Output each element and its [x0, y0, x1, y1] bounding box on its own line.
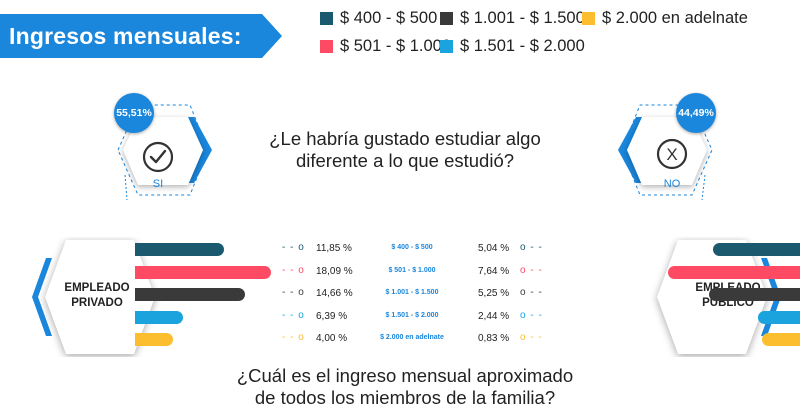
legend-swatch — [320, 12, 333, 25]
no-label: NO — [663, 178, 681, 190]
legend-swatch — [440, 40, 453, 53]
bar-publico — [709, 288, 800, 301]
svg-text:X: X — [666, 145, 677, 164]
category-label: $ 1.001 - $ 1.500 — [385, 289, 439, 296]
legend-item: $ 2.000 en adelnate — [582, 9, 748, 28]
page-title: Ingresos mensuales: — [9, 23, 242, 49]
connector-privado: - - o — [282, 309, 305, 321]
bar-privado — [135, 243, 224, 256]
bar-privado — [135, 310, 183, 324]
category-label: $ 1.501 - $ 2.000 — [385, 311, 439, 319]
legend-item: $ 1.001 - $ 1.500 — [440, 9, 585, 28]
question-2-line-2: de todos los miembros de la familia? — [254, 387, 556, 408]
title-banner — [0, 14, 282, 58]
value-label-privado: 14,66 % — [316, 288, 353, 299]
value-label-privado: 18,09 % — [316, 265, 353, 277]
legend-swatch — [440, 12, 453, 25]
question-2: ¿Cuál es el ingreso mensual aproximado d… — [210, 365, 600, 409]
connector-publico: o - - — [520, 309, 543, 321]
legend-item: $ 501 - $ 1.000 — [320, 37, 451, 56]
value-label-privado: 6,39 % — [316, 310, 348, 322]
connector-publico: o - - — [520, 264, 543, 276]
value-label-publico: 5,04 % — [478, 243, 510, 254]
value-label-publico: 5,25 % — [478, 288, 510, 299]
legend-label: $ 1.001 - $ 1.500 — [460, 9, 585, 27]
value-label-publico: 0,83 % — [478, 333, 510, 344]
bar-publico — [668, 265, 800, 279]
value-label-privado: 4,00 % — [316, 333, 348, 344]
connector-publico: o - - — [520, 287, 543, 298]
question-1: ¿Le habría gustado estudiar algo diferen… — [250, 128, 560, 172]
legend-item: $ 400 - $ 500 — [320, 9, 437, 28]
no-percent-badge: 44,49% — [676, 93, 716, 133]
privado-hexagon — [32, 240, 155, 354]
legend-label: $ 1.501 - $ 2.000 — [460, 37, 585, 55]
bar-publico — [713, 243, 800, 256]
connector-publico: o - - — [520, 242, 543, 253]
question-2-line-1: ¿Cuál es el ingreso mensual aproximado — [236, 365, 574, 386]
category-label: $ 501 - $ 1.000 — [388, 266, 436, 274]
legend-swatch — [320, 40, 333, 53]
privado-label-line-2: PRIVADO — [71, 297, 123, 309]
no-hexagon — [618, 104, 713, 201]
privado-label-line-1: EMPLEADO — [64, 282, 130, 294]
question-1-line-2: diferente a lo que estudió? — [295, 150, 515, 171]
connector-publico: o - - — [520, 332, 543, 343]
bar-privado — [135, 265, 271, 279]
privado-label: EMPLEADO PRIVADO — [45, 281, 149, 311]
connector-privado: - - o — [282, 287, 305, 298]
connector-privado: - - o — [282, 332, 305, 343]
category-label: $ 400 - $ 500 — [391, 244, 433, 251]
value-label-publico: 2,44 % — [478, 310, 510, 322]
bar-privado — [135, 288, 245, 301]
legend-label: $ 501 - $ 1.000 — [340, 37, 452, 55]
legend-label: $ 2.000 en adelnate — [602, 9, 748, 27]
legend-item: $ 1.501 - $ 2.000 — [440, 37, 585, 56]
connector-privado: - - o — [282, 242, 305, 253]
legend-label: $ 400 - $ 500 — [340, 9, 438, 27]
bar-publico — [757, 310, 800, 324]
question-1-line-1: ¿Le habría gustado estudiar algo — [269, 128, 541, 149]
si-percent-badge: 55,51% — [114, 93, 154, 133]
legend-swatch — [582, 12, 595, 25]
category-label: $ 2.000 en adelnate — [380, 334, 444, 341]
value-label-publico: 7,64 % — [478, 265, 510, 277]
x-icon: X — [656, 138, 688, 170]
check-icon — [142, 141, 174, 173]
bar-privado — [135, 333, 173, 346]
si-label: SI — [152, 178, 164, 190]
value-label-privado: 11,85 % — [316, 243, 352, 254]
connector-privado: - - o — [282, 264, 305, 276]
bar-publico — [762, 333, 800, 346]
